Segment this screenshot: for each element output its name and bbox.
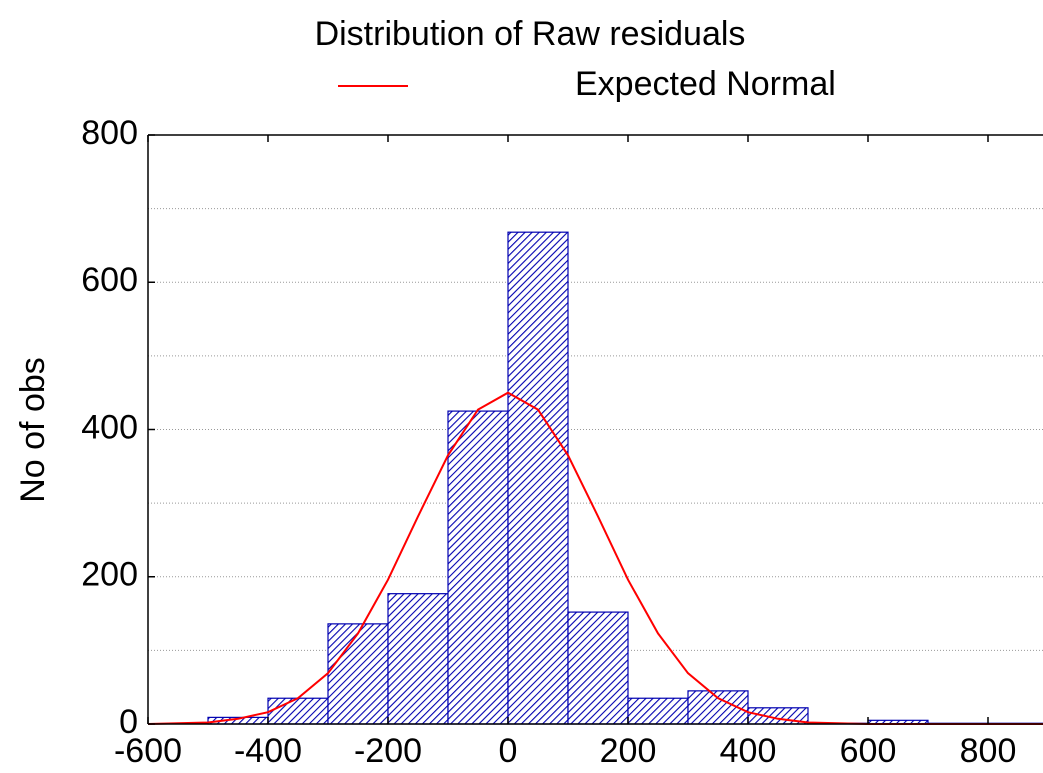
bar [267, 697, 329, 725]
y-tick-label: 0 [119, 703, 138, 741]
bar [507, 231, 569, 725]
bar [447, 410, 509, 725]
x-tick-label: 600 [840, 732, 897, 770]
x-tick-label: 800 [960, 732, 1017, 770]
y-tick-label: 200 [81, 556, 138, 594]
bar [627, 697, 689, 725]
y-tick-label: 600 [81, 261, 138, 299]
x-tick-label: 0 [499, 732, 518, 770]
bar [327, 623, 389, 725]
x-tick-label: 200 [600, 732, 657, 770]
y-axis-label: No of obs [14, 357, 52, 503]
legend-label: Expected Normal [575, 65, 836, 103]
x-tick-label: 400 [720, 732, 777, 770]
y-tick-label: 400 [81, 408, 138, 446]
bar [387, 593, 449, 725]
chart-title: Distribution of Raw residuals [315, 15, 746, 53]
x-tick-label: -600 [114, 732, 182, 770]
normal-curve [147, 391, 1043, 725]
bar [567, 611, 629, 725]
x-tick-label: -400 [234, 732, 302, 770]
y-tick-label: 800 [81, 114, 138, 152]
x-tick-label: -200 [354, 732, 422, 770]
